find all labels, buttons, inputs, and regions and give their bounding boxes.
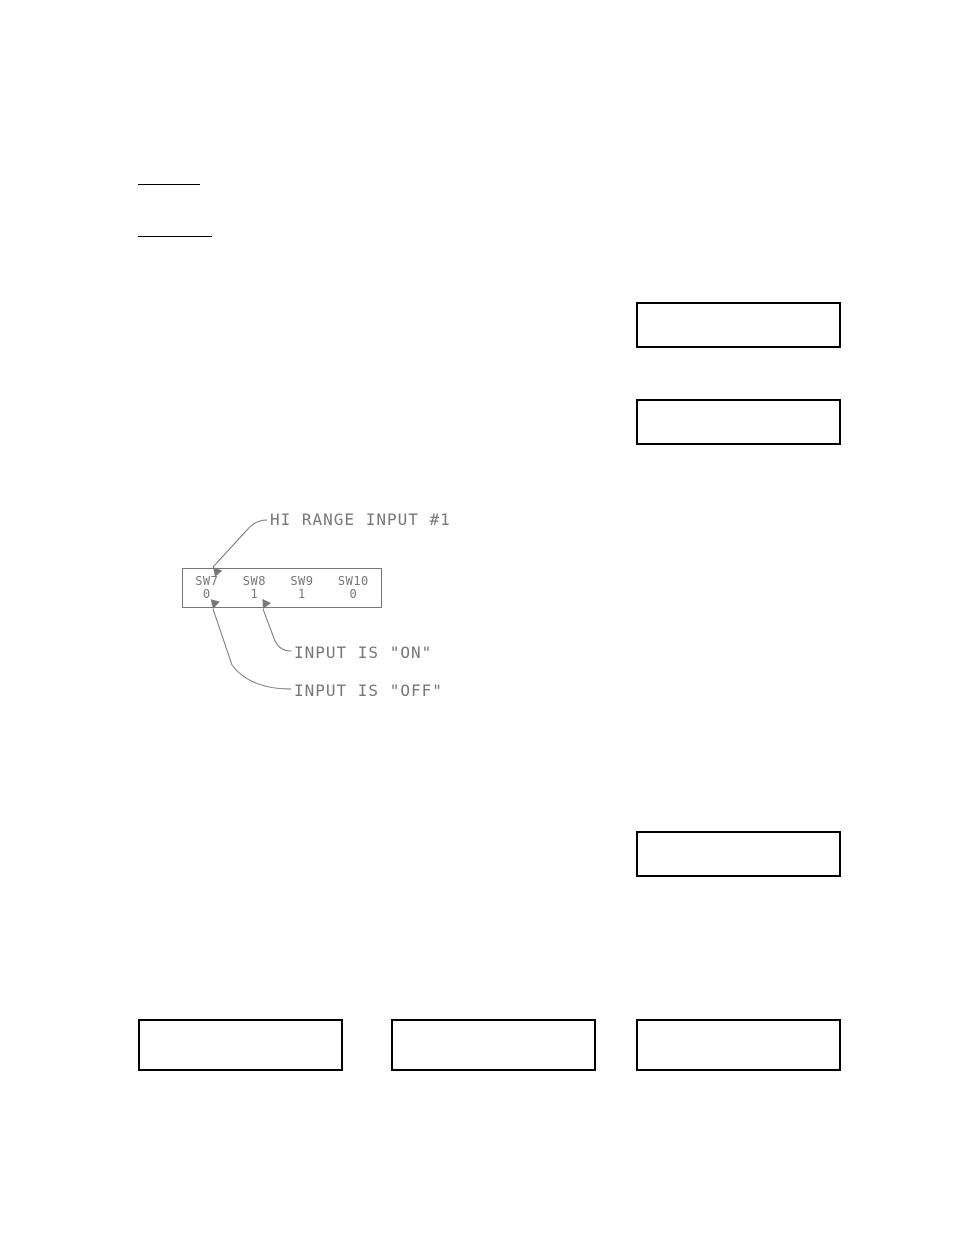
box-1 [636, 302, 841, 348]
dip-value: 1 [298, 588, 306, 601]
dipswitch-col-2: SW8 1 [243, 575, 266, 601]
dip-value: 0 [349, 588, 357, 601]
box-3 [636, 831, 841, 877]
box-4 [138, 1019, 343, 1071]
dipswitch-col-4: SW10 0 [338, 575, 369, 601]
annot-input-on: INPUT IS "ON" [294, 643, 432, 662]
rule-1 [138, 184, 200, 185]
dip-value: 0 [203, 588, 211, 601]
box-5 [391, 1019, 596, 1071]
box-2 [636, 399, 841, 445]
annot-input-off: INPUT IS "OFF" [294, 681, 443, 700]
dip-value: 1 [250, 588, 258, 601]
dipswitch-col-1: SW7 0 [195, 575, 218, 601]
rule-2 [138, 236, 212, 237]
box-6 [636, 1019, 841, 1071]
annot-hi-range: HI RANGE INPUT #1 [270, 510, 451, 529]
dipswitch-col-3: SW9 1 [290, 575, 313, 601]
dipswitch-block: SW7 0 SW8 1 SW9 1 SW10 0 [182, 568, 382, 608]
